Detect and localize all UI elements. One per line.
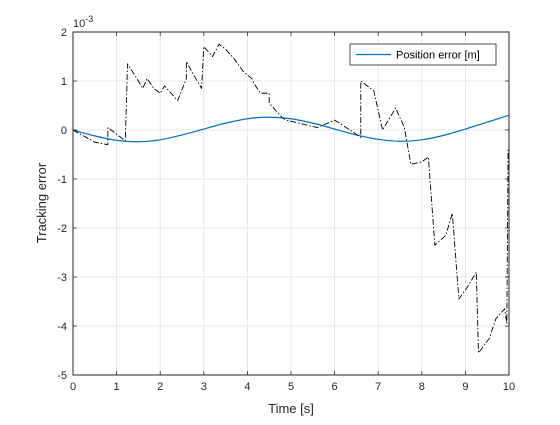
x-tick-label: 8 <box>419 381 425 393</box>
y-tick-label: -1 <box>57 174 67 186</box>
x-axis-label: Time [s] <box>268 401 314 416</box>
series-1-line <box>72 114 510 143</box>
series-layer <box>72 43 510 354</box>
x-tick-label: 10 <box>503 381 515 393</box>
ticks <box>72 31 510 376</box>
x-tick-label: 9 <box>462 381 468 393</box>
exponent-power: -3 <box>85 14 93 24</box>
y-axis-label: Tracking error <box>34 162 49 243</box>
x-tick-label: 7 <box>375 381 381 393</box>
y-exponent-label: 10-3 <box>73 14 93 30</box>
x-tick-label: 4 <box>244 381 250 393</box>
x-tick-label: 2 <box>157 381 163 393</box>
x-tick-label: 1 <box>114 381 120 393</box>
x-tick-label: 0 <box>70 381 76 393</box>
svg-text:10-3: 10-3 <box>73 14 93 30</box>
y-tick-label: 1 <box>61 76 67 88</box>
legend-series-1-label: Position error [m] <box>396 50 480 62</box>
y-tick-label: 0 <box>61 125 67 137</box>
x-tick-label: 6 <box>332 381 338 393</box>
legend-box <box>349 43 497 66</box>
x-tick-label: 5 <box>288 381 294 393</box>
y-tick-label: 2 <box>61 27 67 39</box>
legend: Position error [m] <box>349 43 497 66</box>
y-tick-label: -4 <box>57 321 67 333</box>
y-tick-label: -2 <box>57 223 67 235</box>
exponent-base: 10 <box>73 18 85 30</box>
y-tick-label: -3 <box>57 272 67 284</box>
x-tick-label: 3 <box>201 381 207 393</box>
tick-labels: 0 1 2 3 4 5 6 7 8 9 10 -5 -4 -3 -2 -1 0 1 2 <box>57 27 515 393</box>
y-tick-label: -5 <box>57 370 67 382</box>
